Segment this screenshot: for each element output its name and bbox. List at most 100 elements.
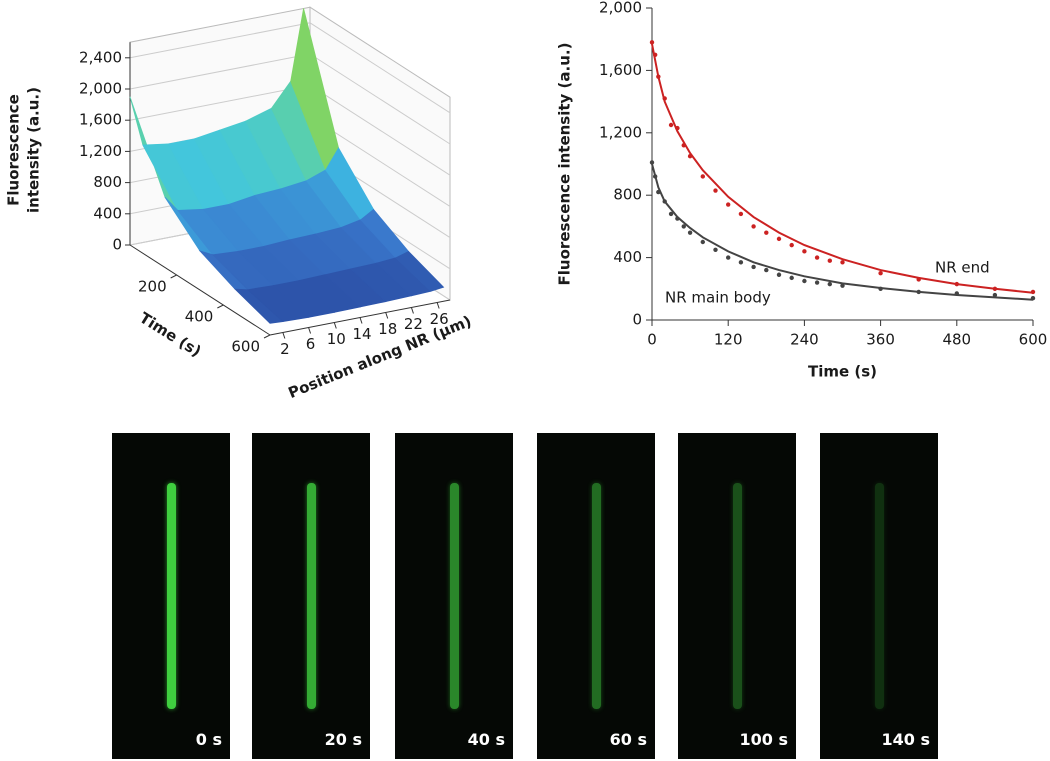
fit-line <box>651 163 1034 301</box>
x-tick-label: 14 <box>352 325 371 343</box>
x-tick-label: 240 <box>790 331 819 349</box>
data-point <box>652 52 658 57</box>
grid-line <box>129 84 311 121</box>
data-point <box>1030 295 1036 301</box>
data-point <box>738 211 744 217</box>
data-point <box>649 160 655 165</box>
grid-line <box>309 53 451 145</box>
z-tick-label: 1,600 <box>79 111 122 129</box>
z-tick-label: 800 <box>93 173 122 191</box>
x-tick <box>333 322 337 329</box>
frame: 100 s <box>678 433 796 759</box>
data-point <box>656 74 661 79</box>
nanorod <box>733 483 742 709</box>
data-point <box>687 230 693 235</box>
data-point <box>652 174 658 179</box>
frame-label: 100 s <box>739 730 789 749</box>
y-tick-label: 1,200 <box>599 123 642 141</box>
frame-label: 20 s <box>324 730 362 749</box>
fit-line <box>651 43 1034 294</box>
series-label: NR end <box>935 259 990 277</box>
x-tick-label: 480 <box>942 331 971 349</box>
data-point <box>916 289 921 295</box>
z-axis-title: Fluorescence <box>5 94 23 206</box>
y-tick-label: 200 <box>138 278 167 296</box>
y-tick-label: 600 <box>231 338 260 356</box>
y-tick-label: 400 <box>613 248 642 266</box>
y-tick-label: 1,600 <box>599 61 642 79</box>
data-point <box>726 202 731 207</box>
frame: 60 s <box>537 433 655 759</box>
data-point <box>1030 289 1036 295</box>
data-point <box>776 236 782 242</box>
y-tick-label: 400 <box>185 308 214 326</box>
y-tick-label: 0 <box>632 311 642 329</box>
x-tick-label: 18 <box>378 320 397 338</box>
data-point <box>992 292 998 298</box>
data-point <box>954 291 959 296</box>
z-tick-label: 2,000 <box>79 80 122 98</box>
nanorod <box>167 483 176 709</box>
x-tick <box>410 307 414 314</box>
frame: 40 s <box>395 433 513 759</box>
frame: 20 s <box>252 433 370 759</box>
grid-line <box>129 53 311 90</box>
y-axis <box>129 244 271 336</box>
frame-label: 0 s <box>195 730 222 749</box>
data-point <box>878 271 883 276</box>
series-label: NR main body <box>665 289 771 307</box>
frame-label: 140 s <box>881 730 931 749</box>
x-tick-label: 10 <box>327 330 346 348</box>
surface-patch <box>395 250 445 292</box>
z-tick-label: 2,400 <box>79 48 122 66</box>
grid-line <box>129 22 311 59</box>
x-tick-label: 22 <box>404 315 423 333</box>
nanorod <box>875 483 884 709</box>
grid-line <box>309 84 451 176</box>
frame: 140 s <box>820 433 938 759</box>
data-point <box>700 239 705 245</box>
x-tick-label: 2 <box>280 340 290 358</box>
data-point <box>738 260 744 265</box>
data-point <box>802 278 807 284</box>
data-point <box>675 125 680 131</box>
y-tick <box>263 334 271 339</box>
x-tick-label: 26 <box>430 310 449 328</box>
data-point <box>789 242 794 248</box>
x-tick-label: 360 <box>866 331 895 349</box>
plots: 0 400 800 1,200 1,600 2,000 2,400 200 400 600 2 6 10… <box>5 0 1048 402</box>
x-tick <box>359 317 363 324</box>
y-tick <box>170 274 177 279</box>
z-tick-label: 400 <box>93 204 122 222</box>
x-tick-label: 600 <box>1019 331 1048 349</box>
data-point <box>656 189 661 195</box>
x-tick-label: 120 <box>714 331 743 349</box>
data-point <box>751 224 756 229</box>
z-axis-title: intensity (a.u.) <box>25 87 43 213</box>
x-tick-label: 6 <box>306 335 316 353</box>
y-axis-title: Fluorescence intensity (a.u.) <box>556 43 574 286</box>
x-tick <box>436 302 440 309</box>
x-tick <box>385 312 389 319</box>
data-point <box>840 260 845 265</box>
frame-label: 60 s <box>609 730 647 749</box>
data-point <box>789 275 794 281</box>
data-point <box>827 281 832 287</box>
data-point <box>649 40 655 45</box>
data-point <box>668 122 674 128</box>
data-point <box>954 281 959 287</box>
data-point <box>764 230 769 235</box>
data-point <box>827 258 832 263</box>
data-point <box>916 277 921 282</box>
frame: 0 s <box>112 433 230 759</box>
y-tick <box>217 304 224 309</box>
x-tick <box>308 327 312 334</box>
data-point <box>840 283 845 288</box>
x-tick <box>282 332 286 339</box>
data-point <box>802 249 807 254</box>
nanorod <box>307 483 316 709</box>
data-point <box>764 267 769 273</box>
z-tick-label: 0 <box>112 236 122 254</box>
x-axis-title: Time (s) <box>808 363 877 381</box>
